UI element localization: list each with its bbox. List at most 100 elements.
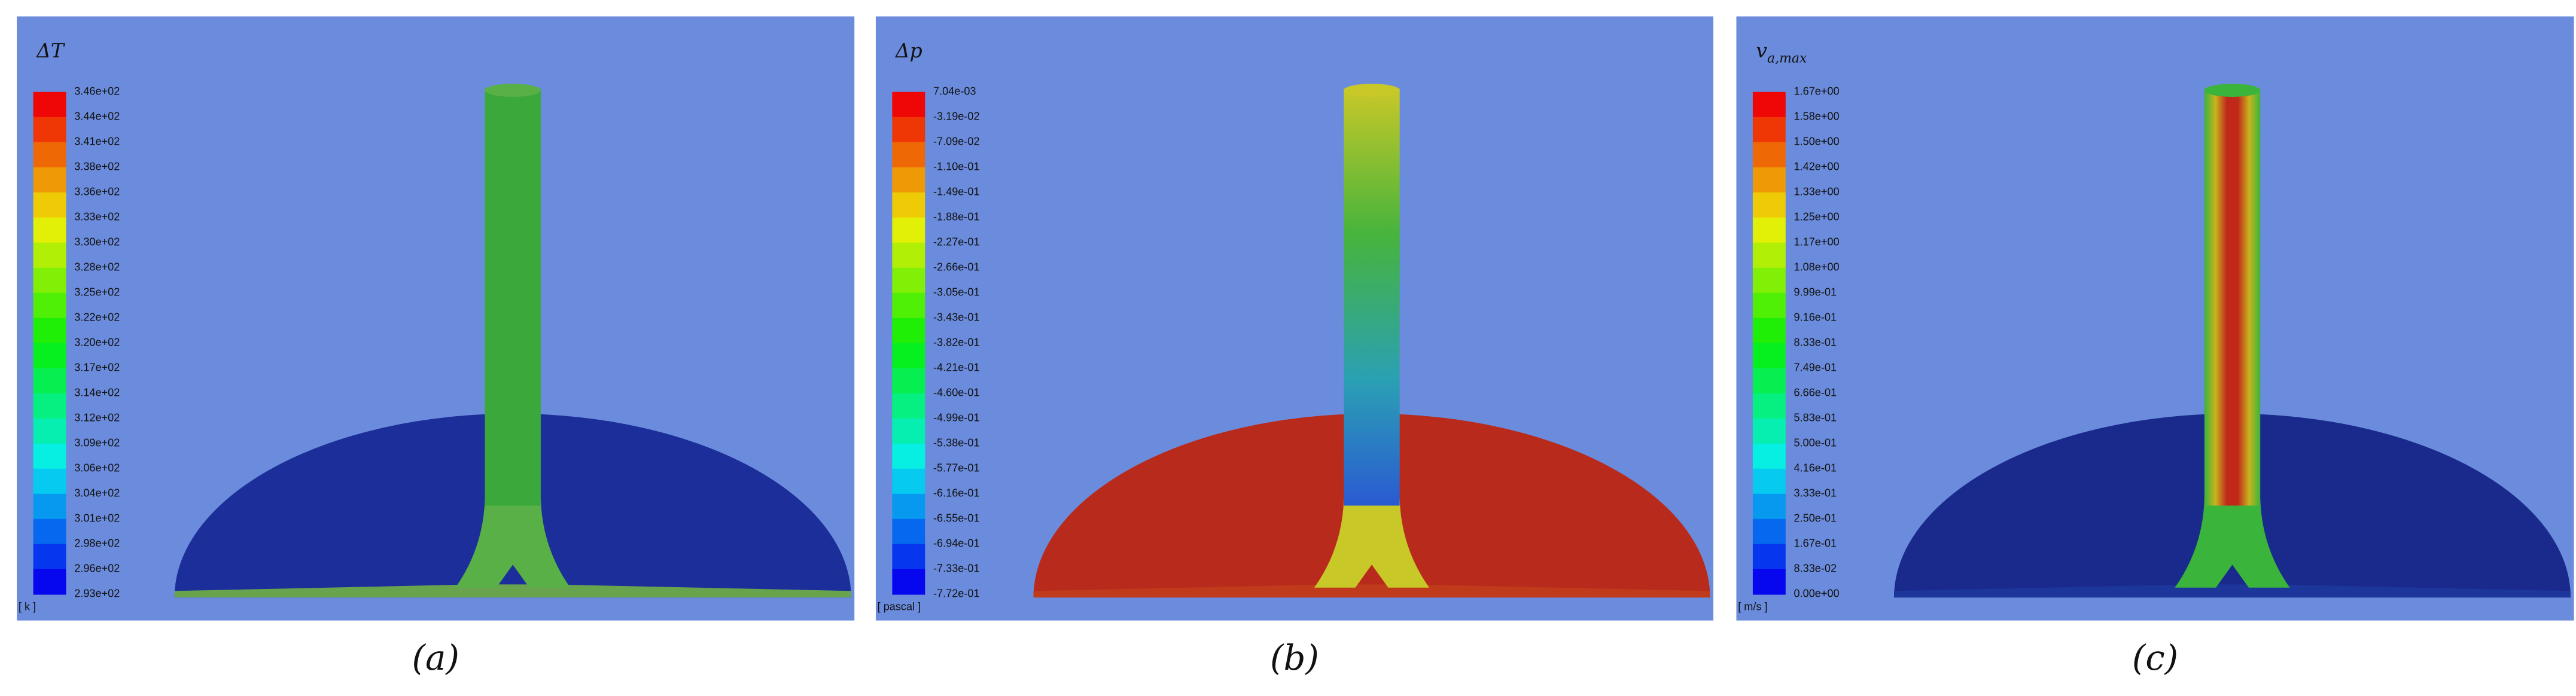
legend-label: 3.33e+02	[74, 211, 120, 223]
legend-label: -6.16e-01	[933, 487, 980, 499]
legend-label: 1.33e+00	[1794, 186, 1840, 198]
caption: (a)	[412, 637, 459, 678]
legend-swatch	[1752, 544, 1786, 570]
legend-swatch	[892, 418, 925, 444]
legend-label: 3.46e+02	[74, 86, 120, 97]
legend-swatch	[33, 493, 66, 520]
pipe	[1344, 88, 1400, 506]
legend-title: va,max	[1756, 39, 1807, 66]
legend-title-main: v	[1756, 39, 1767, 62]
legend-swatch	[892, 518, 925, 545]
legend-title: ΔT	[35, 39, 65, 62]
legend-swatch	[33, 569, 66, 595]
legend-swatch	[892, 242, 925, 268]
legend-label: 3.04e+02	[74, 487, 120, 499]
legend-swatch	[33, 242, 66, 268]
legend-label: 3.25e+02	[74, 286, 120, 298]
legend-swatch	[1752, 368, 1786, 394]
legend-label: 3.41e+02	[74, 136, 120, 148]
legend-swatch	[33, 292, 66, 319]
legend-swatch	[1752, 217, 1786, 243]
legend-swatch	[33, 318, 66, 344]
legend-label: 3.01e+02	[74, 512, 120, 524]
legend-swatch	[1752, 192, 1786, 218]
legend-swatch	[1752, 267, 1786, 294]
legend-label: 3.28e+02	[74, 261, 120, 273]
legend-label: 3.33e-01	[1794, 487, 1837, 499]
legend-swatch	[1752, 91, 1786, 118]
legend-swatch	[892, 117, 925, 143]
legend-title: Δp	[894, 39, 922, 62]
legend-swatch	[892, 569, 925, 595]
legend-label: 5.00e-01	[1794, 437, 1837, 449]
legend-label: -4.60e-01	[933, 387, 980, 399]
legend-label: 3.17e+02	[74, 362, 120, 374]
legend-swatch	[892, 468, 925, 494]
legend-label: 7.04e-03	[933, 86, 976, 97]
legend-label: 1.67e+00	[1794, 86, 1840, 97]
legend-swatch	[892, 443, 925, 469]
unit-label: [ m/s ]	[1738, 601, 1767, 613]
legend-label: 1.42e+00	[1794, 161, 1840, 173]
legend-swatch	[892, 192, 925, 218]
pipe	[485, 88, 541, 506]
caption: (c)	[2132, 637, 2178, 678]
legend-swatch	[1752, 242, 1786, 268]
legend-title-main: ΔT	[35, 39, 65, 62]
unit-label: [ k ]	[19, 601, 36, 613]
neck	[1314, 499, 1430, 588]
legend-swatch	[33, 468, 66, 494]
legend-swatch	[33, 393, 66, 419]
legend-label: 1.67e-01	[1794, 538, 1837, 550]
legend-swatch	[1752, 468, 1786, 494]
legend-label: 3.12e+02	[74, 412, 120, 424]
base-strip	[1033, 584, 1710, 598]
legend-swatch	[33, 192, 66, 218]
legend-title-main: Δp	[894, 39, 922, 62]
legend-label: 3.20e+02	[74, 337, 120, 349]
legend-label: -4.99e-01	[933, 412, 980, 424]
legend-swatch	[1752, 569, 1786, 595]
legend-swatch	[892, 142, 925, 168]
base-strip	[1894, 584, 2571, 598]
legend-label: 5.83e-01	[1794, 412, 1837, 424]
legend-label: 4.16e-01	[1794, 462, 1837, 474]
legend-label: 2.50e-01	[1794, 512, 1837, 524]
panel: va,max 1.67e+00 1.58e+00 1.50e+00 1.42e+00 1.…	[1736, 16, 2574, 621]
legend-swatch	[33, 518, 66, 545]
legend-swatch	[33, 267, 66, 294]
legend-label: -7.33e-01	[933, 563, 980, 575]
legend-label: 2.96e+02	[74, 563, 120, 575]
legend-swatch	[1752, 418, 1786, 444]
legend-swatch	[892, 292, 925, 319]
legend-swatch	[33, 91, 66, 118]
legend-swatch	[1752, 142, 1786, 168]
legend-swatch	[33, 544, 66, 570]
legend-swatch	[892, 343, 925, 369]
legend-swatch	[1752, 518, 1786, 545]
legend-label: 3.09e+02	[74, 437, 120, 449]
legend-label: -2.27e-01	[933, 236, 980, 248]
legend-swatch	[1752, 318, 1786, 344]
legend-label: 3.06e+02	[74, 462, 120, 474]
legend-label: 3.38e+02	[74, 161, 120, 173]
legend-label: -1.49e-01	[933, 186, 980, 198]
panel: Δp 7.04e-03 -3.19e-02 -7.09e-02 -1.10e-01 -1.…	[875, 16, 1714, 621]
legend-label: -3.82e-01	[933, 337, 980, 349]
legend-swatch	[33, 167, 66, 193]
legend-label: -4.21e-01	[933, 362, 980, 374]
legend-label: 1.50e+00	[1794, 136, 1840, 148]
panel: ΔT 3.46e+02 3.44e+02 3.41e+02 3.38e+02 3.36e+…	[17, 16, 855, 621]
legend-label: -1.88e-01	[933, 211, 980, 223]
legend-label: -6.94e-01	[933, 538, 980, 550]
legend-swatch	[33, 142, 66, 168]
legend-label: 1.58e+00	[1794, 111, 1840, 123]
legend-label: 1.08e+00	[1794, 261, 1840, 273]
legend-label: 3.36e+02	[74, 186, 120, 198]
legend-swatch	[1752, 343, 1786, 369]
legend-swatch	[1752, 443, 1786, 469]
legend-label: 2.93e+02	[74, 588, 120, 600]
legend-label: 2.98e+02	[74, 538, 120, 550]
legend-swatch	[892, 267, 925, 294]
